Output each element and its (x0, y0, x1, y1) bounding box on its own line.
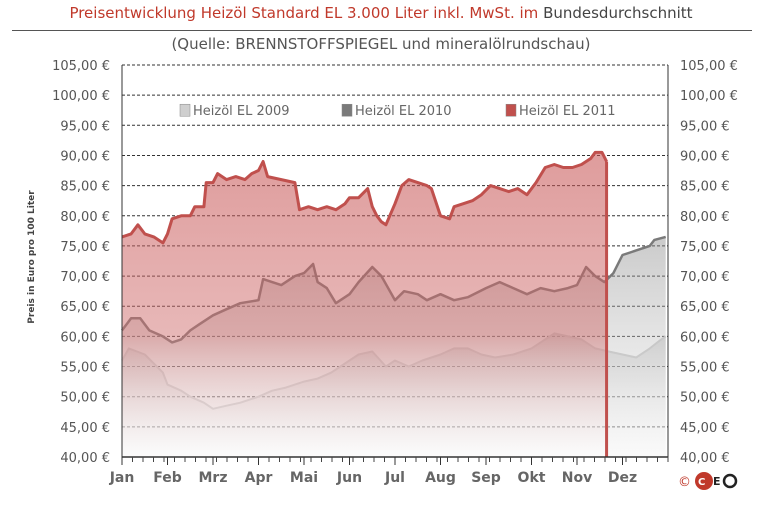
y-tick-label-left: 60,00 € (60, 330, 110, 345)
series-area-3 (122, 152, 607, 457)
y-tick-label-right: 40,00 € (680, 451, 730, 466)
y-tick-label-left: 55,00 € (60, 361, 110, 376)
legend-swatch (179, 103, 191, 117)
x-tick-label: Jul (384, 470, 405, 486)
y-tick-label-right: 85,00 € (680, 180, 730, 195)
svg-text:E: E (713, 475, 721, 488)
series-line-3 (121, 150, 608, 245)
chart-title-suffix: Bundesdurchschnitt (543, 4, 693, 22)
x-tick-label: Aug (425, 470, 456, 486)
y-tick-label-left: 95,00 € (60, 119, 110, 134)
y-tick-label-left: 40,00 € (60, 451, 110, 466)
x-tick-label: Dez (608, 470, 637, 486)
title-divider (12, 30, 752, 31)
x-tick-label: Apr (245, 470, 273, 486)
legend-swatch (341, 103, 353, 117)
legend-swatch (505, 103, 517, 117)
x-tick-label: Feb (153, 470, 182, 486)
y-tick-label-right: 80,00 € (680, 210, 730, 225)
y-tick-label-right: 65,00 € (680, 300, 730, 315)
legend-label: Heizöl EL 2011 (519, 104, 616, 119)
y-tick-label-left: 80,00 € (60, 210, 110, 225)
y-tick-label-left: 105,00 € (52, 59, 110, 74)
y-tick-label-right: 95,00 € (680, 119, 730, 134)
y-tick-label-right: 55,00 € (680, 361, 730, 376)
legend-label: Heizöl EL 2010 (355, 104, 452, 119)
y-tick-label-right: 90,00 € (680, 149, 730, 164)
y-tick-label-right: 70,00 € (680, 270, 730, 285)
x-tick-label: Jan (109, 470, 135, 486)
y-tick-label-left: 45,00 € (60, 421, 110, 436)
chart-title: Preisentwicklung Heizöl Standard EL 3.00… (0, 4, 762, 22)
y-tick-label-left: 70,00 € (60, 270, 110, 285)
x-tick-label: Jun (336, 470, 362, 486)
y-tick-label-left: 85,00 € (60, 180, 110, 195)
svg-text:C: C (698, 477, 705, 488)
ceo-logo: © C E (678, 472, 738, 490)
y-tick-label-right: 60,00 € (680, 330, 730, 345)
x-tick-label: Nov (562, 470, 592, 486)
x-tick-label: Mai (290, 470, 318, 486)
chart-title-main: Preisentwicklung Heizöl Standard EL 3.00… (69, 4, 539, 22)
y-tick-label-right: 75,00 € (680, 240, 730, 255)
y-tick-label-right: 105,00 € (680, 59, 738, 74)
x-tick-label: Okt (518, 470, 546, 486)
y-tick-label-right: 45,00 € (680, 421, 730, 436)
y-tick-label-right: 50,00 € (680, 391, 730, 406)
x-tick-label: Sep (471, 470, 501, 486)
y-tick-label-left: 65,00 € (60, 300, 110, 315)
y-tick-label-left: 50,00 € (60, 391, 110, 406)
y-tick-label-right: 100,00 € (680, 89, 738, 104)
svg-text:©: © (678, 475, 691, 490)
chart-subtitle: (Quelle: BRENNSTOFFSPIEGEL und mineralöl… (171, 35, 591, 53)
y-tick-label-left: 100,00 € (52, 89, 110, 104)
y-tick-label-left: 90,00 € (60, 149, 110, 164)
x-tick-label: Mrz (199, 470, 228, 486)
y-tick-label-left: 75,00 € (60, 240, 110, 255)
legend-label: Heizöl EL 2009 (193, 104, 290, 119)
